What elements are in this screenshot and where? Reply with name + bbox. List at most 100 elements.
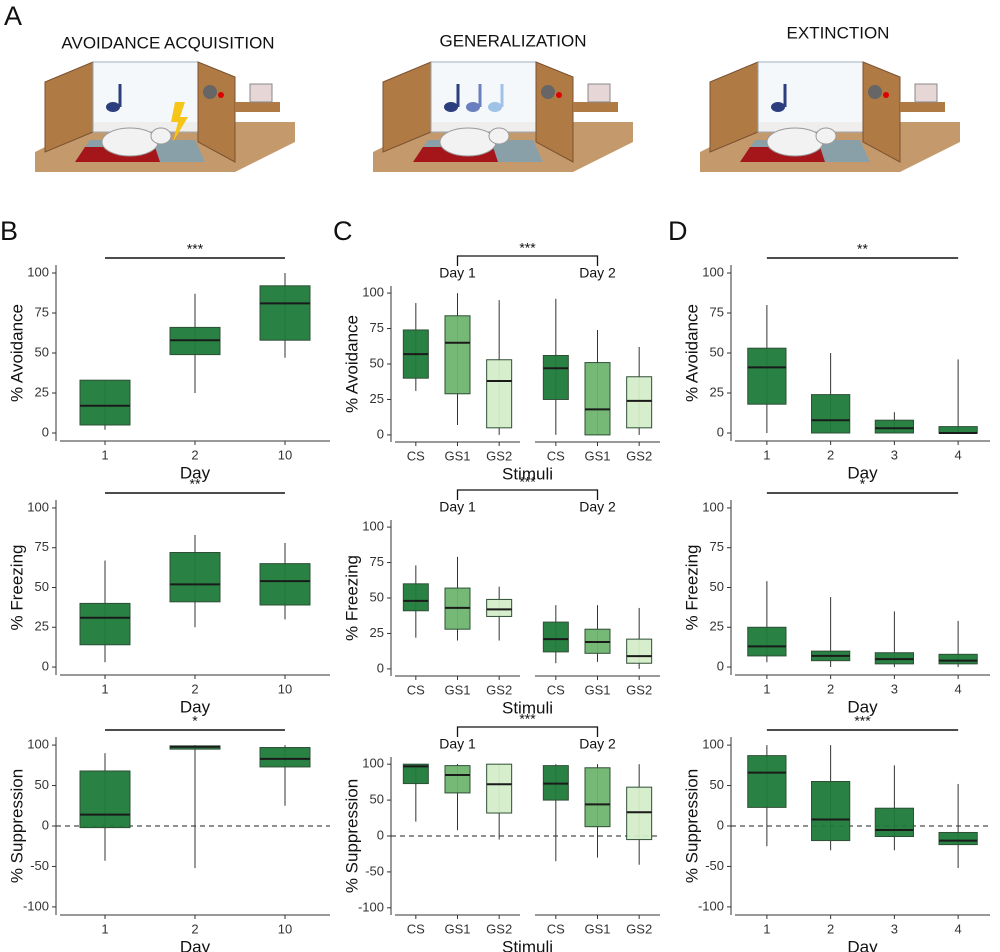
x-tick-label: 1 [763, 921, 770, 936]
y-tick-label: -50 [705, 858, 724, 873]
significance-label: *** [854, 713, 871, 729]
box [259, 285, 311, 341]
music-note [106, 102, 120, 112]
y-tick-label: -50 [365, 863, 384, 878]
y-axis-title: % Avoidance [7, 304, 26, 402]
x-tick-label: GS1 [444, 682, 470, 697]
x-tick-label: 2 [827, 681, 834, 696]
y-tick-label: -100 [23, 898, 49, 913]
x-tick-label: CS [407, 921, 425, 936]
x-tick-label: GS2 [626, 921, 652, 936]
y-axis-title: % Suppression [7, 769, 26, 883]
x-tick-label: 10 [278, 447, 292, 462]
y-tick-label: 50 [370, 589, 384, 604]
x-tick-label: 3 [891, 447, 898, 462]
y-tick-label: 75 [370, 554, 384, 569]
music-note [488, 102, 502, 112]
shock [171, 102, 188, 142]
group-label: Day 1 [439, 499, 476, 515]
x-axis-title: Day [180, 937, 211, 952]
significance-label: ** [857, 241, 868, 257]
y-axis-title: % Freezing [682, 545, 701, 631]
significance-label: ** [190, 476, 201, 492]
music-note [771, 102, 785, 112]
y-tick-label: 0 [42, 424, 49, 439]
box [626, 376, 653, 429]
y-axis-title: % Avoidance [682, 304, 701, 402]
box [626, 638, 653, 664]
box [79, 770, 131, 829]
group-label: Day 2 [579, 499, 616, 515]
x-tick-label: 1 [763, 447, 770, 462]
y-tick-label: 50 [710, 777, 724, 792]
box [626, 786, 653, 841]
x-tick-label: 1 [101, 681, 108, 696]
box [584, 362, 611, 436]
box [259, 563, 311, 606]
y-tick-label: 75 [710, 539, 724, 554]
rat-head [150, 127, 172, 145]
y-tick-label: 0 [42, 658, 49, 673]
y-tick-label: 100 [702, 499, 724, 514]
x-axis-title: Stimuli [502, 937, 553, 952]
shelf [573, 102, 618, 112]
x-tick-label: 1 [763, 681, 770, 696]
illustration-title: AVOIDANCE ACQUISITION [61, 33, 274, 52]
cage-back [430, 61, 537, 133]
speaker [868, 85, 882, 99]
illustration-title: GENERALIZATION [439, 31, 586, 50]
y-tick-label: 0 [377, 660, 384, 675]
y-tick-label: -50 [30, 858, 49, 873]
box [584, 767, 611, 828]
light [556, 92, 562, 98]
y-tick-label: 0 [717, 658, 724, 673]
y-tick-label: 100 [27, 499, 49, 514]
significance-label: *** [519, 711, 536, 727]
x-tick-label: CS [547, 682, 565, 697]
x-tick-label: GS2 [486, 682, 512, 697]
significance-label: *** [187, 241, 204, 257]
x-axis-title: Stimuli [502, 464, 553, 483]
box [486, 598, 513, 617]
significance-label: * [192, 713, 198, 729]
y-tick-label: 50 [35, 344, 49, 359]
x-tick-label: CS [547, 921, 565, 936]
y-tick-label: -100 [358, 899, 384, 914]
x-tick-label: GS1 [584, 682, 610, 697]
box [169, 552, 221, 603]
x-tick-label: 4 [955, 447, 962, 462]
cup [914, 83, 938, 103]
y-axis-title: % Freezing [342, 555, 361, 641]
light [218, 92, 224, 98]
x-tick-label: GS1 [444, 921, 470, 936]
x-tick-label: GS2 [626, 448, 652, 463]
cage-back [757, 61, 864, 133]
shelf [900, 102, 945, 112]
box [874, 807, 914, 838]
y-tick-label: 75 [35, 539, 49, 554]
box [486, 763, 513, 814]
box [444, 765, 471, 794]
y-tick-label: 25 [35, 619, 49, 634]
box [811, 394, 851, 434]
x-axis-title: Day [847, 697, 878, 716]
x-tick-label: 10 [278, 681, 292, 696]
y-axis-title: % Suppression [682, 769, 701, 883]
x-tick-label: 2 [191, 921, 198, 936]
cup [249, 83, 273, 103]
x-tick-label: 2 [191, 447, 198, 462]
panel-label: B [0, 216, 18, 246]
y-tick-label: 0 [377, 426, 384, 441]
box [938, 653, 978, 665]
y-tick-label: 75 [710, 304, 724, 319]
rat-head [488, 127, 510, 145]
box [79, 379, 131, 426]
x-tick-label: GS2 [486, 921, 512, 936]
rat [439, 127, 497, 157]
y-tick-label: 50 [35, 777, 49, 792]
x-tick-label: 2 [827, 447, 834, 462]
y-axis-title: % Suppression [342, 779, 361, 893]
x-tick-label: CS [407, 448, 425, 463]
box [874, 419, 914, 434]
